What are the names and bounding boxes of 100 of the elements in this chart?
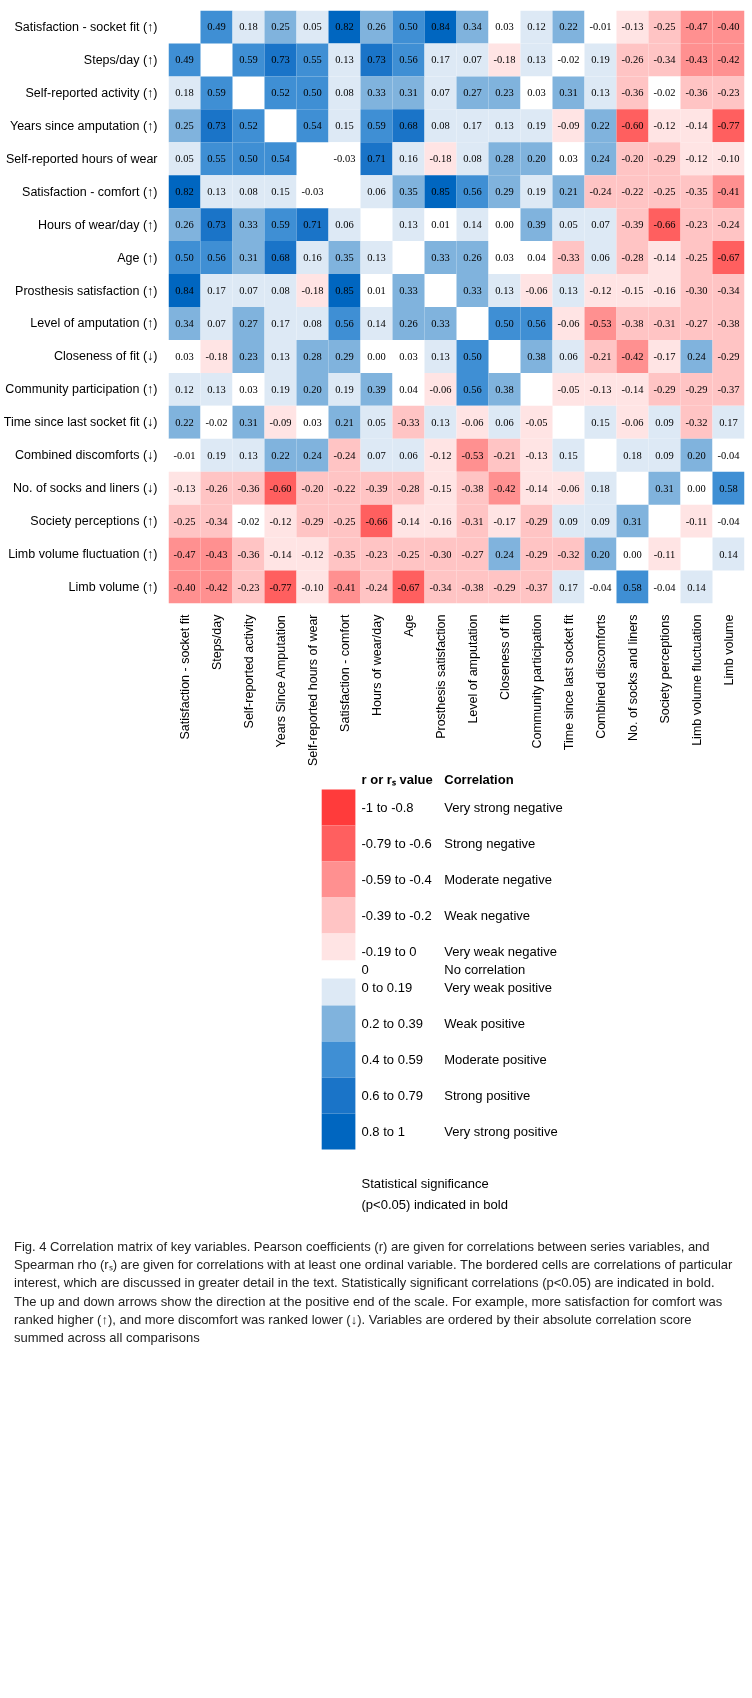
data-label: -0.10 [717,153,740,165]
x-tick-label: Time since last socket fit [561,613,576,751]
data-label: 0.07 [463,54,482,66]
data-label: -0.15 [621,285,644,297]
data-label: -0.11 [685,515,708,527]
data-label: -0.42 [493,482,516,494]
data-label: -0.06 [429,383,452,395]
data-label: 0.18 [175,87,194,99]
data-label: -0.04 [717,449,741,461]
data-label: 0.05 [559,219,578,231]
data-label: -0.16 [429,515,452,527]
data-label: -0.77 [717,120,740,132]
data-label: 0.68 [399,120,418,132]
data-label: -0.18 [205,350,228,362]
x-tick-label: No. of socks and liners [625,614,640,741]
data-label: 0.06 [399,449,418,461]
data-label: 0.31 [239,252,258,264]
data-label: 0.24 [495,548,515,560]
data-label: -0.01 [173,449,196,461]
text: Strong positive [444,1088,531,1103]
data-label: 0.26 [175,219,194,231]
data-label: -0.23 [685,219,708,231]
data-label: 0.27 [239,317,258,329]
data-label: 0.09 [655,416,674,428]
data-label: 0.55 [303,54,322,66]
data-label: 0.00 [687,482,706,494]
data-label: -0.12 [653,120,676,132]
data-label: 0.56 [207,252,226,264]
data-label: -0.33 [557,252,580,264]
text: (p<0.05) indicated in bold [361,1196,508,1212]
data-label: 0.20 [591,548,610,560]
data-label: 0.54 [271,153,291,165]
data-label: -0.32 [685,416,708,428]
data-label: 0.84 [175,285,195,297]
data-label: -0.40 [717,21,740,33]
data-label: 0.17 [559,581,578,593]
data-label: 0.13 [271,350,290,362]
data-label: 0.13 [239,449,258,461]
data-label: 0.33 [399,285,418,297]
data-label: 0.04 [399,383,419,395]
data-label: 0.52 [271,87,290,99]
data-label: -0.23 [237,581,260,593]
data-label: -0.12 [589,285,612,297]
data-label: 0.15 [271,186,290,198]
data-label: -0.02 [557,54,580,66]
text: No correlation [444,962,526,977]
data-label: 0.17 [719,416,738,428]
x-tick-label: Society perceptions [657,614,672,724]
data-label: 0.05 [367,416,386,428]
color-bar-label: -0.59 to -0.4 [361,872,432,887]
data-label: -0.42 [717,54,740,66]
data-label: 0.50 [239,153,258,165]
data-label: -0.30 [685,285,708,297]
data-label: 0.19 [207,449,226,461]
color-bar-title: r or rₛ value [361,771,433,787]
data-label: -0.42 [621,350,644,362]
data-label: -0.18 [429,153,452,165]
data-label: -0.29 [685,383,708,395]
data-label: -0.29 [717,350,740,362]
data-label: 0.31 [559,87,578,99]
color-bar-label: 0 to 0.19 [361,980,413,995]
data-label: 0.13 [495,285,514,297]
data-label: -0.27 [461,548,484,560]
data-label: -0.01 [589,21,612,33]
data-label: -0.20 [301,482,324,494]
x-tick-label: Satisfaction - socket fit [177,613,192,740]
x-tick-label: Age [401,614,416,637]
data-label: -0.25 [653,21,676,33]
data-label: 0.22 [559,21,578,33]
data-label: 0.15 [591,416,610,428]
data-label: 0.00 [367,350,386,362]
data-label: -0.41 [333,581,356,593]
data-label: -0.36 [237,482,260,494]
data-label: 0.13 [431,416,450,428]
x-tick-label: Limb volume [721,614,736,686]
data-label: 0.19 [335,383,354,395]
data-label: 0.03 [495,252,514,264]
data-label: 0.09 [559,515,578,527]
data-label: 0.33 [239,219,258,231]
data-label: 0.28 [495,153,514,165]
data-label: -0.09 [269,416,292,428]
data-label: -0.29 [653,383,676,395]
data-label: 0.14 [463,219,483,231]
x-tick-label: Prosthesis satisfaction [433,614,448,739]
data-label: -0.12 [301,548,324,560]
x-tick-label: Self-reported activity [241,613,256,729]
data-label: -0.20 [621,153,644,165]
data-label: 0.07 [239,285,258,297]
y-tick-label: Society perceptions (↑) [30,514,158,529]
data-label: -0.38 [461,482,484,494]
data-label: -0.25 [653,186,676,198]
data-label: -0.02 [237,515,260,527]
data-label: -0.32 [557,548,580,560]
data-label: -0.29 [493,581,516,593]
data-label: 0.20 [527,153,546,165]
data-label: 0.25 [271,21,290,33]
data-label: 0.03 [239,383,258,395]
data-label: 0.50 [495,317,514,329]
data-label: 0.71 [303,219,322,231]
data-label: -0.14 [621,383,645,395]
